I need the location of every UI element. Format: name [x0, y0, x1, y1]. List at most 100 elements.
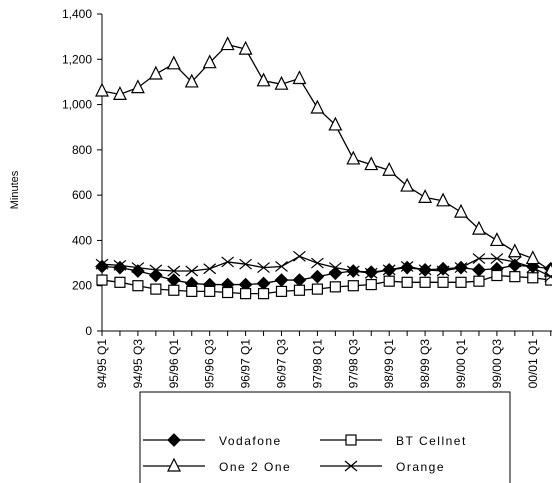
x-tick-label: 94/95 Q1: [95, 339, 109, 389]
x-tick-label: 00/01 Q1: [526, 339, 540, 389]
x-tick-label: 96/97 Q1: [239, 339, 253, 389]
marker: [203, 263, 217, 275]
marker: [150, 283, 162, 295]
x-tick-label: 94/95 Q3: [131, 339, 145, 389]
marker: [489, 232, 504, 247]
marker: [204, 285, 216, 297]
marker: [526, 262, 540, 274]
marker: [149, 268, 163, 283]
y-axis-label: Minutes: [9, 170, 21, 209]
x-tick-label: 99/00 Q3: [490, 339, 504, 389]
marker: [238, 40, 253, 55]
marker: [275, 285, 288, 297]
x-tick-label: 96/97 Q3: [275, 339, 289, 389]
x-tick-label: 97/98 Q3: [346, 339, 360, 389]
marker: [113, 260, 127, 275]
marker: [544, 271, 552, 283]
marker: [256, 72, 271, 87]
marker: [437, 276, 449, 288]
marker: [292, 70, 307, 85]
marker: [310, 99, 325, 114]
marker: [364, 156, 379, 171]
marker: [346, 265, 360, 277]
marker: [364, 267, 378, 279]
marker: [239, 258, 252, 270]
marker: [112, 86, 127, 100]
x-tick-label: 98/99 Q3: [418, 339, 432, 389]
marker: [293, 284, 306, 296]
legend-label: One 2 One: [219, 460, 291, 474]
marker: [168, 284, 180, 296]
marker: [436, 192, 451, 207]
marker: [167, 457, 181, 472]
marker: [96, 274, 108, 286]
marker: [436, 261, 450, 276]
marker: [454, 203, 468, 218]
y-tick-label: 1,200: [62, 52, 92, 66]
marker: [310, 269, 325, 284]
marker: [382, 161, 397, 176]
marker: [131, 264, 145, 278]
marker: [257, 288, 270, 300]
marker: [472, 253, 486, 265]
legend-label: BT Cellnet: [396, 434, 467, 448]
marker: [344, 460, 358, 472]
marker: [166, 55, 181, 70]
marker: [383, 275, 395, 287]
marker: [401, 276, 413, 288]
marker: [382, 264, 396, 276]
marker: [95, 82, 109, 97]
marker: [186, 285, 198, 297]
marker: [148, 65, 163, 80]
marker: [454, 262, 468, 274]
marker: [292, 273, 307, 287]
y-tick-label: 400: [72, 233, 92, 247]
marker: [114, 276, 126, 288]
x-tick-label: 95/96 Q3: [203, 339, 217, 389]
marker: [419, 276, 431, 288]
marker: [473, 275, 485, 287]
marker: [167, 433, 181, 447]
marker: [274, 75, 289, 90]
marker: [130, 79, 145, 94]
x-tick-label: 99/00 Q1: [454, 339, 468, 389]
legend-box: [139, 391, 511, 483]
marker: [365, 278, 377, 291]
marker: [509, 271, 521, 283]
marker: [508, 256, 522, 268]
legend-label: Vodafone: [219, 434, 282, 448]
marker: [166, 273, 181, 287]
marker: [436, 265, 450, 277]
x-tick-label: 97/98 Q1: [310, 339, 324, 389]
marker: [347, 280, 359, 292]
y-tick-label: 1,400: [62, 7, 92, 21]
marker: [328, 262, 342, 274]
x-tick-label: 95/96 Q1: [167, 339, 181, 389]
marker: [256, 276, 271, 291]
marker: [507, 243, 522, 258]
marker: [257, 262, 270, 274]
x-tick-label: 98/99 Q1: [382, 339, 396, 389]
y-tick-label: 200: [72, 279, 92, 293]
marker: [345, 434, 357, 446]
marker: [455, 276, 467, 288]
marker: [293, 250, 306, 262]
marker: [222, 286, 234, 299]
marker: [240, 288, 252, 300]
marker: [471, 220, 486, 235]
marker: [527, 272, 539, 284]
marker: [311, 257, 324, 269]
marker: [274, 273, 289, 287]
marker: [113, 259, 127, 271]
y-tick-label: 0: [85, 324, 92, 338]
series-line: [101, 255, 552, 278]
y-tick-label: 800: [72, 143, 92, 157]
legend-label: Orange: [396, 460, 445, 474]
marker: [400, 177, 415, 192]
marker: [311, 283, 323, 295]
marker: [184, 73, 199, 88]
marker: [490, 253, 504, 265]
marker: [329, 281, 341, 293]
marker: [328, 116, 343, 131]
